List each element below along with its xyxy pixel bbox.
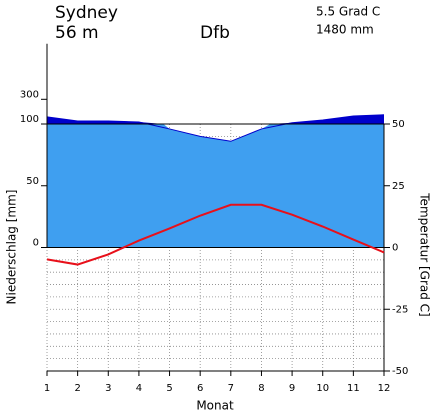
x-tick-label: 11 <box>347 383 360 394</box>
y-tick-label: 300 <box>20 89 39 100</box>
perhumid-area <box>47 114 384 124</box>
precipitation-line <box>46 114 385 142</box>
x-tick-label: 7 <box>228 383 234 394</box>
y2-tick-label: 50 <box>392 119 405 130</box>
y2-tick-label: -25 <box>392 304 408 315</box>
humid-area <box>47 124 384 248</box>
x-tick-label: 1 <box>44 383 50 394</box>
x-tick-label: 5 <box>166 383 172 394</box>
x-tick-label: 9 <box>289 383 295 394</box>
y2-tick-label: 25 <box>392 181 405 192</box>
y2-tick-label: 0 <box>392 243 398 254</box>
x-tick-label: 10 <box>316 383 329 394</box>
climate-class: Dfb <box>200 23 230 43</box>
mean-temperature: 5.5 Grad C <box>316 5 380 19</box>
x-tick-label: 8 <box>258 383 264 394</box>
temperature-line <box>46 203 385 266</box>
y-tick-label: 100 <box>20 114 39 125</box>
x-tick-label: 2 <box>74 383 80 394</box>
y2-axis-label: Temperatur [Grad C] <box>418 192 432 316</box>
y-axis-label: Niederschlag [mm] <box>5 190 19 305</box>
x-tick-label: 12 <box>378 383 391 394</box>
y-tick-label: 0 <box>33 238 39 249</box>
chart-title: Sydney <box>55 3 118 23</box>
x-tick-label: 4 <box>136 383 142 394</box>
x-axis-label: Monat <box>196 399 234 413</box>
y-tick-label: 50 <box>26 176 39 187</box>
y2-tick-label: -50 <box>392 366 408 377</box>
x-tick-label: 6 <box>197 383 203 394</box>
elevation: 56 m <box>55 23 99 43</box>
x-tick-label: 3 <box>105 383 111 394</box>
annual-precipitation: 1480 mm <box>316 23 374 37</box>
